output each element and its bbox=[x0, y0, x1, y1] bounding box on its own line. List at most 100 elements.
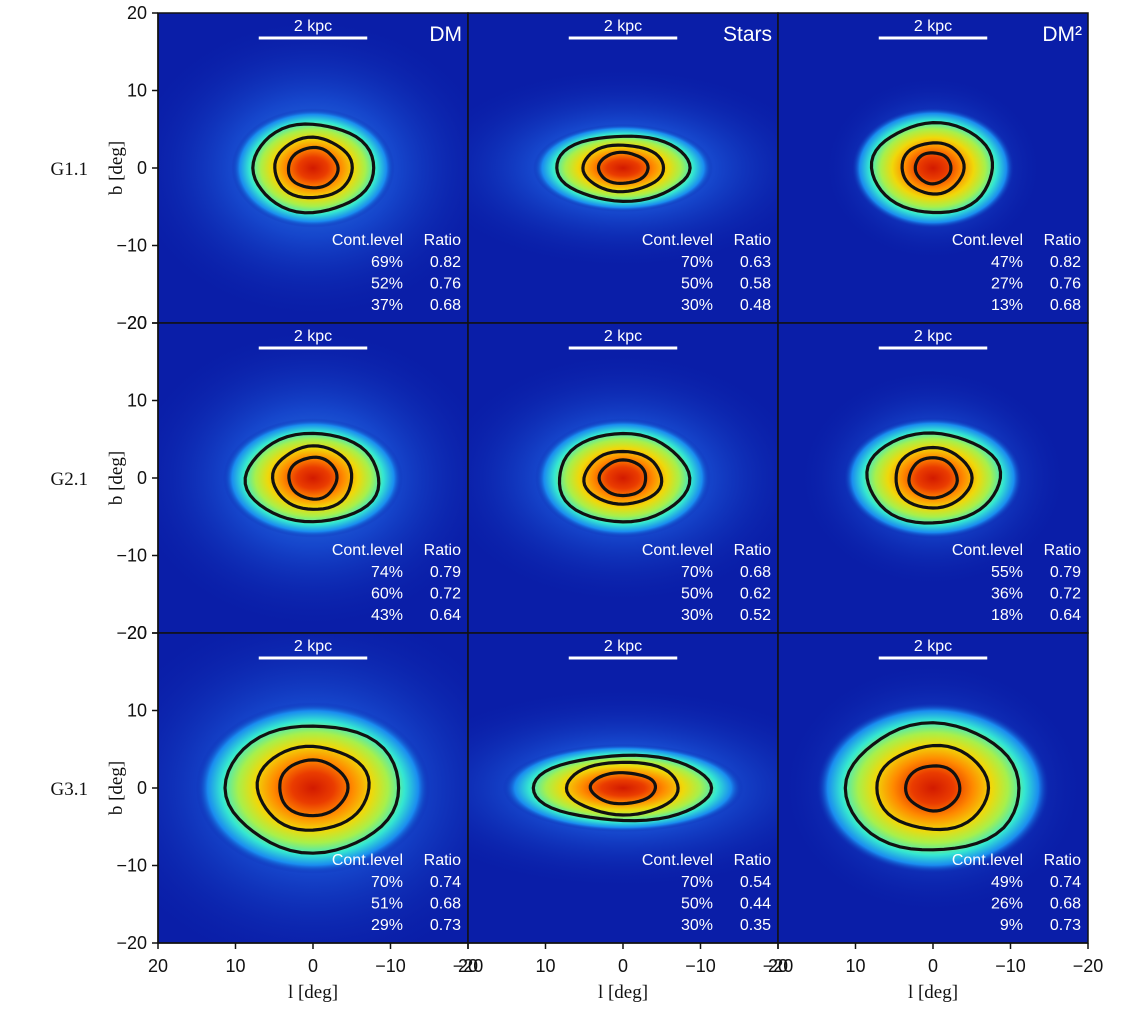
contour-line-1 bbox=[286, 145, 340, 190]
y-axis-label: b [deg] bbox=[106, 141, 127, 195]
table-header-ratio: Ratio bbox=[424, 232, 461, 249]
contour-table: Cont.level Ratio 70% 0.74 51% 0.68 29% 0.73 bbox=[332, 852, 461, 934]
table-ratio-value: 0.74 bbox=[1050, 874, 1081, 891]
table-level-value: 13% bbox=[991, 297, 1023, 314]
contour-line-2 bbox=[255, 744, 371, 832]
table-level-value: 37% bbox=[371, 297, 403, 314]
x-tick-label: 10 bbox=[845, 956, 865, 976]
x-tick-label: 20 bbox=[768, 956, 788, 976]
contour-line-3 bbox=[223, 724, 401, 855]
table-ratio-value: 0.44 bbox=[740, 896, 771, 913]
contour-line-3 bbox=[243, 431, 381, 524]
table-header-level: Cont.level bbox=[952, 852, 1023, 869]
contour-line-2 bbox=[582, 449, 664, 506]
y-axis-label: b [deg] bbox=[106, 451, 127, 505]
contour-line-2 bbox=[270, 444, 354, 511]
x-tick-label: −20 bbox=[1073, 956, 1104, 976]
table-ratio-value: 0.52 bbox=[740, 607, 771, 624]
contour-table: Cont.level Ratio 55% 0.79 36% 0.72 18% 0.64 bbox=[952, 542, 1081, 624]
x-axis-col-3: 20 10 0 −10 −20 l [deg] bbox=[768, 942, 1104, 1003]
table-header-ratio: Ratio bbox=[734, 232, 771, 249]
panel-g2-1-2: 2 kpc Cont.level Ratio 70% 0.68 50% 0.62 30% 0.5… bbox=[467, 322, 779, 634]
y-tick-label: 10 bbox=[127, 701, 147, 721]
table-header-ratio: Ratio bbox=[1044, 232, 1081, 249]
table-level-value: 49% bbox=[991, 874, 1023, 891]
x-axis-col-1: 20 10 0 −10 −20 l [deg] bbox=[148, 942, 483, 1003]
contour-line-1 bbox=[903, 764, 962, 813]
contour-line-3 bbox=[557, 431, 692, 524]
contour-line-2 bbox=[900, 141, 966, 196]
y-tick-label: 10 bbox=[127, 81, 147, 101]
contour-line-1 bbox=[278, 758, 350, 818]
table-ratio-value: 0.68 bbox=[740, 564, 771, 581]
density-map bbox=[231, 108, 395, 228]
y-tick-label: −20 bbox=[116, 313, 147, 333]
table-ratio-value: 0.72 bbox=[1050, 586, 1081, 603]
y-tick-label: 20 bbox=[127, 313, 147, 333]
contour-line-2 bbox=[894, 445, 974, 510]
table-header-ratio: Ratio bbox=[424, 852, 461, 869]
table-header-ratio: Ratio bbox=[1044, 542, 1081, 559]
x-tick-label: −10 bbox=[995, 956, 1026, 976]
y-axis-row-1: 20 10 0 −10 −20 b [deg] G1.1 bbox=[51, 3, 159, 333]
table-level-value: 47% bbox=[991, 254, 1023, 271]
table-level-value: 55% bbox=[991, 564, 1023, 581]
table-ratio-value: 0.73 bbox=[1050, 917, 1081, 934]
contour-line-1 bbox=[596, 150, 650, 186]
y-tick-label: 20 bbox=[127, 623, 147, 643]
table-ratio-value: 0.35 bbox=[740, 917, 771, 934]
table-ratio-value: 0.79 bbox=[1050, 564, 1081, 581]
table-ratio-value: 0.82 bbox=[430, 254, 461, 271]
contour-table: Cont.level Ratio 47% 0.82 27% 0.76 13% 0.68 bbox=[952, 232, 1081, 314]
y-tick-label: 0 bbox=[137, 468, 147, 488]
x-tick-label: 0 bbox=[308, 956, 318, 976]
x-tick-label: −10 bbox=[375, 956, 406, 976]
table-header-level: Cont.level bbox=[952, 232, 1023, 249]
table-level-value: 52% bbox=[371, 276, 403, 293]
density-map bbox=[815, 702, 1051, 874]
density-map bbox=[843, 417, 1023, 539]
x-tick-label: 20 bbox=[458, 956, 478, 976]
panel-title: DM bbox=[429, 23, 462, 46]
axes-layer: 20 10 0 −10 −20 b [deg] G1.1 20 10 0 −10 −20 b [deg]… bbox=[51, 3, 1104, 1003]
y-axis-label: b [deg] bbox=[106, 761, 127, 815]
table-level-value: 50% bbox=[681, 896, 713, 913]
table-header-level: Cont.level bbox=[332, 232, 403, 249]
x-axis-label: l [deg] bbox=[908, 982, 958, 1003]
table-header-level: Cont.level bbox=[332, 852, 403, 869]
table-level-value: 69% bbox=[371, 254, 403, 271]
table-ratio-value: 0.63 bbox=[740, 254, 771, 271]
contour-line-1 bbox=[287, 455, 339, 501]
table-ratio-value: 0.62 bbox=[740, 586, 771, 603]
contour-line-3 bbox=[843, 721, 1021, 852]
y-axis-row-3: 20 10 0 −10 −20 b [deg] G3.1 bbox=[51, 623, 159, 953]
table-header-level: Cont.level bbox=[642, 852, 713, 869]
table-level-value: 9% bbox=[1000, 917, 1023, 934]
x-tick-label: −20 bbox=[763, 956, 794, 976]
row-label: G1.1 bbox=[51, 159, 88, 180]
table-ratio-value: 0.79 bbox=[430, 564, 461, 581]
scale-bar-label: 2 kpc bbox=[294, 328, 332, 345]
x-tick-label: 0 bbox=[928, 956, 938, 976]
table-ratio-value: 0.68 bbox=[430, 297, 461, 314]
table-header-level: Cont.level bbox=[332, 542, 403, 559]
table-level-value: 27% bbox=[991, 276, 1023, 293]
contour-line-1 bbox=[597, 458, 648, 498]
table-level-value: 36% bbox=[991, 586, 1023, 603]
y-tick-label: −20 bbox=[116, 623, 147, 643]
density-map bbox=[851, 107, 1015, 229]
contour-line-2 bbox=[564, 760, 680, 817]
table-level-value: 30% bbox=[681, 917, 713, 934]
table-header-level: Cont.level bbox=[642, 542, 713, 559]
panel-g2-1-1: 2 kpc Cont.level Ratio 74% 0.79 60% 0.72 43% 0.6… bbox=[157, 322, 469, 634]
table-header-level: Cont.level bbox=[952, 542, 1023, 559]
density-map bbox=[502, 744, 744, 832]
table-header-ratio: Ratio bbox=[734, 852, 771, 869]
contour-line-3 bbox=[531, 753, 714, 823]
table-ratio-value: 0.73 bbox=[430, 917, 461, 934]
table-ratio-value: 0.54 bbox=[740, 874, 771, 891]
x-tick-label: 10 bbox=[225, 956, 245, 976]
table-level-value: 50% bbox=[681, 586, 713, 603]
contour-table: Cont.level Ratio 70% 0.54 50% 0.44 30% 0.35 bbox=[642, 852, 771, 934]
table-level-value: 26% bbox=[991, 896, 1023, 913]
